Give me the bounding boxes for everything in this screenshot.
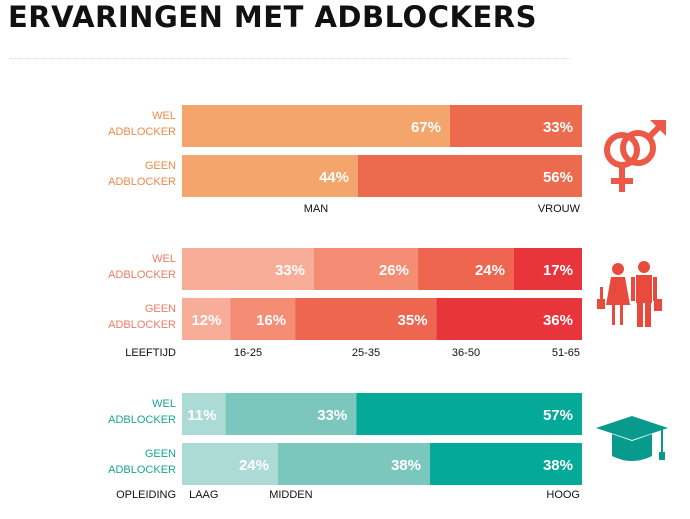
series-axis-label: MAN	[304, 203, 329, 215]
data-label: 24%	[475, 262, 505, 279]
couple-icon	[597, 261, 662, 327]
bar-segment	[225, 393, 357, 435]
bar-segment	[314, 248, 418, 290]
data-label: 38%	[391, 457, 421, 474]
chart-title: ERVARINGEN MET ADBLOCKERS	[8, 0, 537, 34]
series-axis-label: HOOG	[546, 489, 580, 501]
bar-segment	[182, 155, 358, 197]
bar-segment	[182, 443, 278, 485]
bar-segment	[430, 443, 582, 485]
bar-segment	[295, 298, 437, 340]
series-axis-label: LAAG	[189, 489, 218, 501]
bar-segment	[182, 393, 226, 435]
bar-segment	[182, 298, 231, 340]
bar-segment	[436, 298, 582, 340]
subtitle-divider	[10, 58, 570, 59]
data-label: 24%	[239, 457, 269, 474]
series-axis-label: VROUW	[538, 203, 581, 215]
axis-caption: LEEFTIJD	[125, 347, 176, 359]
bar-segment	[450, 105, 582, 147]
series-axis-label: 36-50	[452, 347, 480, 359]
series-axis-label: 51-65	[552, 347, 580, 359]
data-label: 33%	[275, 262, 305, 279]
data-label: 57%	[543, 407, 573, 424]
row-label: WEL ADBLOCKER	[108, 398, 176, 426]
data-label: 56%	[543, 169, 573, 186]
row-label: WEL ADBLOCKER	[108, 110, 176, 138]
data-label: 26%	[379, 262, 409, 279]
axis-caption: OPLEIDING	[116, 489, 176, 501]
bar-segment	[182, 248, 314, 290]
bar-segment	[514, 248, 582, 290]
bar-segment	[278, 443, 430, 485]
data-label: 33%	[543, 119, 573, 136]
chart-panel-3: WEL ADBLOCKER 11% 33% 57% GEEN ADBLOCKER 24% 38%…	[108, 393, 582, 501]
series-axis-label: 16-25	[234, 347, 262, 359]
data-label: 12%	[191, 312, 221, 329]
row-label: GEEN ADBLOCKER	[108, 448, 176, 476]
bar-segment	[356, 393, 582, 435]
bar-segment	[418, 248, 514, 290]
bar-segment	[182, 105, 450, 147]
chart-panel-1: WEL ADBLOCKER 67% 33% GEEN ADBLOCKER 44% 56% MAN…	[108, 105, 582, 215]
data-label: 16%	[256, 312, 286, 329]
data-label: 33%	[317, 407, 347, 424]
graduation-cap-icon	[596, 416, 668, 461]
data-label: 17%	[543, 262, 573, 279]
series-axis-label: MIDDEN	[269, 489, 312, 501]
chart-panel-2: WEL ADBLOCKER 33% 26% 24% 17% GEEN ADBLOCKER 12%…	[108, 248, 582, 359]
series-axis-label: 25-35	[352, 347, 380, 359]
data-label: 35%	[398, 312, 428, 329]
row-label: WEL ADBLOCKER	[108, 253, 176, 281]
data-label: 38%	[543, 457, 573, 474]
bar-segment	[358, 155, 582, 197]
data-label: 44%	[319, 169, 349, 186]
data-label: 36%	[543, 312, 573, 329]
data-label: 67%	[411, 119, 441, 136]
gender-symbols-icon	[604, 120, 666, 192]
bar-segment	[230, 298, 296, 340]
row-label: GEEN ADBLOCKER	[108, 303, 176, 331]
data-label: 11%	[187, 407, 216, 424]
row-label: GEEN ADBLOCKER	[108, 160, 176, 188]
